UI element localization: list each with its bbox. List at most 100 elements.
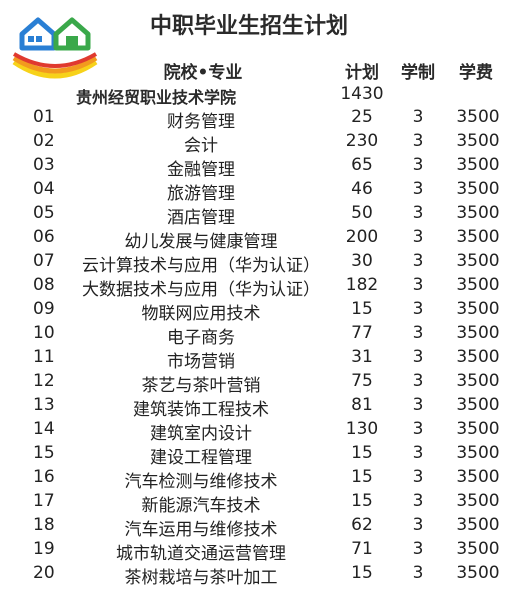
major-name: 大数据技术与应用（华为认证）: [82, 280, 320, 300]
major-name: 新能源汽车技术: [141, 496, 261, 516]
major-name: 茶树栽培与茶叶加工: [124, 568, 278, 588]
major-name: 会计: [184, 136, 218, 156]
major-name: 建筑装饰工程技术: [133, 400, 269, 420]
row-number: 05: [33, 203, 55, 223]
table-row: 03 金融管理 65 3 3500: [0, 154, 521, 180]
major-name: 市场营销: [167, 352, 235, 372]
major-name: 城市轨道交通运营管理: [116, 544, 286, 564]
tuition-fee: 3500: [456, 179, 500, 199]
row-number: 17: [33, 491, 55, 511]
tuition-fee: 3500: [456, 371, 500, 391]
header-school-major: 院校•专业: [163, 63, 243, 83]
header-years: 学制: [401, 63, 435, 83]
tuition-fee: 3500: [456, 299, 500, 319]
table-row: 02 会计 230 3 3500: [0, 130, 521, 156]
study-years: 3: [412, 347, 424, 367]
table-row: 10 电子商务 77 3 3500: [0, 322, 521, 348]
row-number: 16: [33, 467, 55, 487]
row-number: 11: [33, 347, 55, 367]
plan-count: 77: [351, 323, 373, 343]
study-years: 3: [412, 443, 424, 463]
study-years: 3: [412, 179, 424, 199]
study-years: 3: [412, 155, 424, 175]
houses-logo-icon: [12, 17, 98, 79]
tuition-fee: 3500: [456, 131, 500, 151]
major-name: 幼儿发展与健康管理: [124, 232, 278, 252]
study-years: 3: [412, 107, 424, 127]
plan-count: 130: [345, 419, 379, 439]
table-row: 01 财务管理 25 3 3500: [0, 106, 521, 132]
plan-count: 15: [351, 563, 373, 583]
tuition-fee: 3500: [456, 347, 500, 367]
table-row: 11 市场营销 31 3 3500: [0, 346, 521, 372]
major-name: 金融管理: [167, 160, 235, 180]
tuition-fee: 3500: [456, 419, 500, 439]
houses-rainbow-logo: [8, 12, 102, 82]
plan-count: 25: [351, 107, 373, 127]
page-title: 中职毕业生招生计划: [150, 14, 349, 39]
plan-count: 15: [351, 443, 373, 463]
tuition-fee: 3500: [456, 227, 500, 247]
table-row: 07 云计算技术与应用（华为认证） 30 3 3500: [0, 250, 521, 276]
table-row: 06 幼儿发展与健康管理 200 3 3500: [0, 226, 521, 252]
tuition-fee: 3500: [456, 155, 500, 175]
study-years: 3: [412, 227, 424, 247]
row-number: 01: [33, 107, 55, 127]
major-name: 财务管理: [167, 112, 235, 132]
plan-count: 75: [351, 371, 373, 391]
school-name: 贵州经贸职业技术学院: [76, 88, 237, 107]
table-row: 13 建筑装饰工程技术 81 3 3500: [0, 394, 521, 420]
major-name: 云计算技术与应用（华为认证）: [82, 256, 320, 276]
table-row: 17 新能源汽车技术 15 3 3500: [0, 490, 521, 516]
tuition-fee: 3500: [456, 107, 500, 127]
table-row: 05 酒店管理 50 3 3500: [0, 202, 521, 228]
plan-count: 15: [351, 491, 373, 511]
major-name: 电子商务: [167, 328, 235, 348]
table-row: 08 大数据技术与应用（华为认证） 182 3 3500: [0, 274, 521, 300]
tuition-fee: 3500: [456, 539, 500, 559]
row-number: 14: [33, 419, 55, 439]
table-row: 20 茶树栽培与茶叶加工 15 3 3500: [0, 562, 521, 588]
tuition-fee: 3500: [456, 467, 500, 487]
table-row: 09 物联网应用技术 15 3 3500: [0, 298, 521, 324]
row-number: 20: [33, 563, 55, 583]
major-name: 旅游管理: [167, 184, 235, 204]
major-name: 建设工程管理: [150, 448, 252, 468]
row-number: 15: [33, 443, 55, 463]
study-years: 3: [412, 203, 424, 223]
row-number: 12: [33, 371, 55, 391]
tuition-fee: 3500: [456, 275, 500, 295]
row-number: 06: [33, 227, 55, 247]
row-number: 13: [33, 395, 55, 415]
major-name: 茶艺与茶叶营销: [141, 376, 261, 396]
row-number: 03: [33, 155, 55, 175]
table-row: 18 汽车运用与维修技术 62 3 3500: [0, 514, 521, 540]
plan-count: 81: [351, 395, 373, 415]
tuition-fee: 3500: [456, 515, 500, 535]
row-number: 08: [33, 275, 55, 295]
plan-count: 200: [345, 227, 379, 247]
row-number: 10: [33, 323, 55, 343]
plan-count: 15: [351, 299, 373, 319]
plan-count: 62: [351, 515, 373, 535]
plan-count: 46: [351, 179, 373, 199]
study-years: 3: [412, 539, 424, 559]
table-row: 12 茶艺与茶叶营销 75 3 3500: [0, 370, 521, 396]
study-years: 3: [412, 419, 424, 439]
study-years: 3: [412, 371, 424, 391]
plan-count: 15: [351, 467, 373, 487]
table-row: 15 建设工程管理 15 3 3500: [0, 442, 521, 468]
major-name: 建筑室内设计: [150, 424, 252, 444]
major-name: 酒店管理: [167, 208, 235, 228]
table-row: 04 旅游管理 46 3 3500: [0, 178, 521, 204]
study-years: 3: [412, 515, 424, 535]
major-name: 汽车检测与维修技术: [124, 472, 278, 492]
plan-count: 65: [351, 155, 373, 175]
header-plan: 计划: [345, 63, 379, 83]
row-number: 02: [33, 131, 55, 151]
study-years: 3: [412, 467, 424, 487]
major-name: 汽车运用与维修技术: [124, 520, 278, 540]
study-years: 3: [412, 395, 424, 415]
tuition-fee: 3500: [456, 563, 500, 583]
table-row: 16 汽车检测与维修技术 15 3 3500: [0, 466, 521, 492]
